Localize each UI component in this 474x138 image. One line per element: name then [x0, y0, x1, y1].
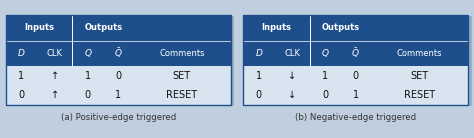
Text: Comments: Comments: [159, 49, 205, 58]
FancyBboxPatch shape: [243, 15, 468, 105]
Text: Q: Q: [322, 49, 329, 58]
Text: 0: 0: [85, 90, 91, 100]
Text: RESET: RESET: [166, 90, 198, 100]
Text: ↑: ↑: [51, 90, 59, 100]
Text: Outputs: Outputs: [84, 23, 123, 32]
Text: 0: 0: [353, 71, 359, 81]
Text: 1: 1: [256, 71, 262, 81]
FancyBboxPatch shape: [6, 15, 231, 105]
Text: SET: SET: [173, 71, 191, 81]
Text: 1: 1: [18, 71, 25, 81]
Text: 1: 1: [353, 90, 359, 100]
Text: D: D: [255, 49, 263, 58]
Text: 1: 1: [322, 71, 328, 81]
FancyBboxPatch shape: [6, 15, 231, 41]
Text: 0: 0: [115, 71, 121, 81]
Text: CLK: CLK: [46, 49, 63, 58]
Text: (b) Negative-edge triggered: (b) Negative-edge triggered: [295, 113, 416, 122]
Text: Inputs: Inputs: [262, 23, 292, 32]
Text: ↓: ↓: [288, 71, 296, 81]
Text: $\bar{Q}$: $\bar{Q}$: [351, 47, 360, 60]
Text: (a) Positive-edge triggered: (a) Positive-edge triggered: [61, 113, 176, 122]
Text: ↓: ↓: [288, 90, 296, 100]
FancyBboxPatch shape: [246, 16, 472, 106]
Text: Inputs: Inputs: [24, 23, 54, 32]
Text: Q: Q: [84, 49, 91, 58]
Text: 0: 0: [18, 90, 25, 100]
Text: 1: 1: [85, 71, 91, 81]
Text: CLK: CLK: [284, 49, 300, 58]
FancyBboxPatch shape: [6, 41, 231, 66]
Text: D: D: [18, 49, 25, 58]
Text: 1: 1: [115, 90, 121, 100]
Text: Comments: Comments: [397, 49, 442, 58]
Text: Outputs: Outputs: [322, 23, 360, 32]
FancyBboxPatch shape: [9, 16, 234, 106]
Text: 0: 0: [256, 90, 262, 100]
Text: 0: 0: [322, 90, 328, 100]
Text: ↑: ↑: [51, 71, 59, 81]
FancyBboxPatch shape: [243, 15, 468, 41]
Text: SET: SET: [410, 71, 428, 81]
FancyBboxPatch shape: [243, 41, 468, 66]
Text: RESET: RESET: [404, 90, 435, 100]
Text: $\bar{Q}$: $\bar{Q}$: [114, 47, 123, 60]
